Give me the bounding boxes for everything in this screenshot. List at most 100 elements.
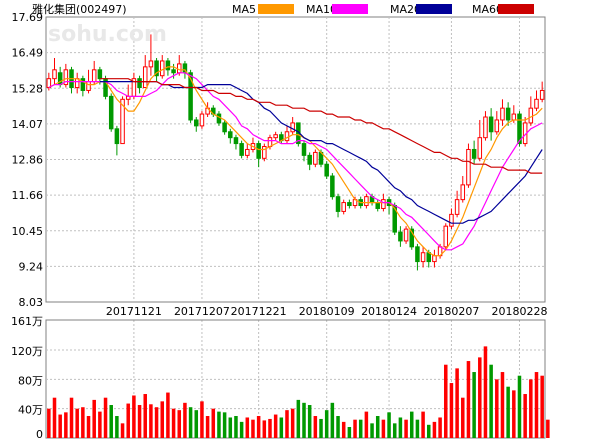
volume-tick-label: 80万 (18, 374, 43, 387)
candle-up (364, 196, 369, 207)
candle-down (171, 69, 176, 74)
volume-bar-up (58, 414, 62, 438)
date-x-ticks: 20171121 20171207 20171221 20180109 20180124… (106, 305, 548, 318)
candle-up (420, 252, 426, 263)
volume-bar-up (449, 383, 454, 438)
volume-bar-up (143, 394, 147, 438)
volume-bar-down (319, 418, 323, 438)
ma-line-ma20 (99, 80, 543, 224)
volume-bar-up (52, 397, 57, 438)
volume-bar-up (495, 379, 499, 438)
volume-bar-up (81, 407, 85, 438)
volume-bar-up (483, 346, 488, 438)
candle-up (199, 113, 205, 127)
candle-down (505, 107, 511, 121)
volume-tick-label: 161万 (11, 315, 43, 328)
volume-bar-down (387, 412, 391, 438)
volume-bar-up (160, 401, 165, 438)
candle-down (216, 113, 222, 124)
volume-bar-down (109, 405, 113, 438)
candle-up (454, 199, 460, 215)
volume-bar-up (92, 399, 96, 438)
candle-down (114, 128, 120, 145)
volume-bar-up (86, 416, 91, 438)
volume-bar-down (217, 411, 221, 438)
volume-bar-up (529, 379, 533, 438)
volume-bar-up (47, 408, 51, 438)
volume-bar-up (69, 397, 74, 438)
candle-down (488, 116, 494, 133)
volume-bar-up (166, 392, 170, 438)
candle-up (120, 98, 125, 145)
volume-bar-down (239, 421, 244, 438)
candle-up (159, 60, 165, 77)
candle-up (262, 146, 267, 159)
volume-bar-down (347, 427, 352, 438)
candle-down (415, 246, 420, 263)
volume-bar-up (200, 401, 204, 438)
volume-bar-up (341, 421, 346, 438)
price-tick-label: 12.86 (12, 154, 44, 167)
volume-bar-up (245, 417, 250, 438)
candle-up (313, 151, 318, 165)
candle-up (528, 107, 534, 124)
legend: MA5 MA10 MA20 MA60 (232, 3, 534, 16)
volume-bar-down (234, 416, 238, 438)
volume-bar-up (251, 419, 255, 438)
legend-label-ma5: MA5 (232, 3, 256, 16)
volume-bar-up (183, 402, 187, 438)
legend-swatch-ma5 (258, 4, 294, 14)
volume-bar-up (132, 395, 136, 438)
candle-up (91, 69, 97, 83)
legend-label-ma60: MA60 (472, 3, 503, 16)
date-tick-label: 20180228 (491, 305, 547, 318)
candle-down (256, 143, 261, 159)
volume-bar-down (194, 410, 199, 438)
candle-down (194, 119, 199, 127)
volume-bar-up (523, 394, 527, 438)
volume-bar-down (228, 417, 233, 438)
volume-bar-down (330, 402, 335, 438)
volume-bar-up (478, 357, 482, 438)
candle-up (381, 199, 386, 209)
volume-bar-down (358, 419, 363, 438)
volume-bar-up (540, 375, 544, 438)
candle-up (86, 81, 91, 91)
volume-bar-up (75, 408, 79, 438)
legend-label-ma10: MA10 (306, 3, 337, 16)
candle-down (335, 196, 341, 212)
volume-bar-up (120, 423, 125, 438)
date-tick-label: 20171121 (106, 305, 162, 318)
volume-bar-up (149, 404, 153, 438)
volume-bar-up (126, 403, 130, 438)
volume-bar-down (426, 424, 431, 438)
candle-up (273, 134, 278, 139)
candle-up (52, 69, 57, 80)
volume-bar-up (64, 412, 68, 438)
volume-bar-up (353, 419, 357, 438)
volume-bar-up (534, 372, 539, 438)
price-tick-label: 9.24 (19, 260, 44, 273)
volume-bar-up (512, 390, 516, 438)
volume-bar-up (285, 410, 289, 438)
volume-bar-up (154, 407, 159, 438)
price-tick-label: 11.66 (12, 189, 44, 202)
candle-up (494, 119, 500, 133)
volume-bar-up (444, 364, 448, 438)
volume-bar-up (500, 372, 505, 438)
legend-swatch-ma20 (416, 4, 452, 14)
candle-up (466, 148, 471, 186)
candle-down (375, 202, 380, 209)
candle-up (284, 131, 290, 142)
volume-bar-down (115, 416, 119, 438)
volume-bar-up (268, 418, 272, 438)
candle-up (267, 137, 273, 148)
volume-bar-up (137, 405, 142, 438)
candle-up (63, 69, 69, 86)
volume-bar-down (279, 417, 284, 438)
legend-swatch-ma60 (498, 4, 534, 14)
volume-tick-label: 40万 (18, 404, 43, 417)
candle-up (477, 137, 483, 159)
price-tick-label: 16.49 (12, 47, 44, 60)
